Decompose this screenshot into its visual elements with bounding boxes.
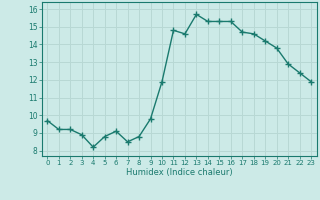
X-axis label: Humidex (Indice chaleur): Humidex (Indice chaleur)	[126, 168, 233, 177]
